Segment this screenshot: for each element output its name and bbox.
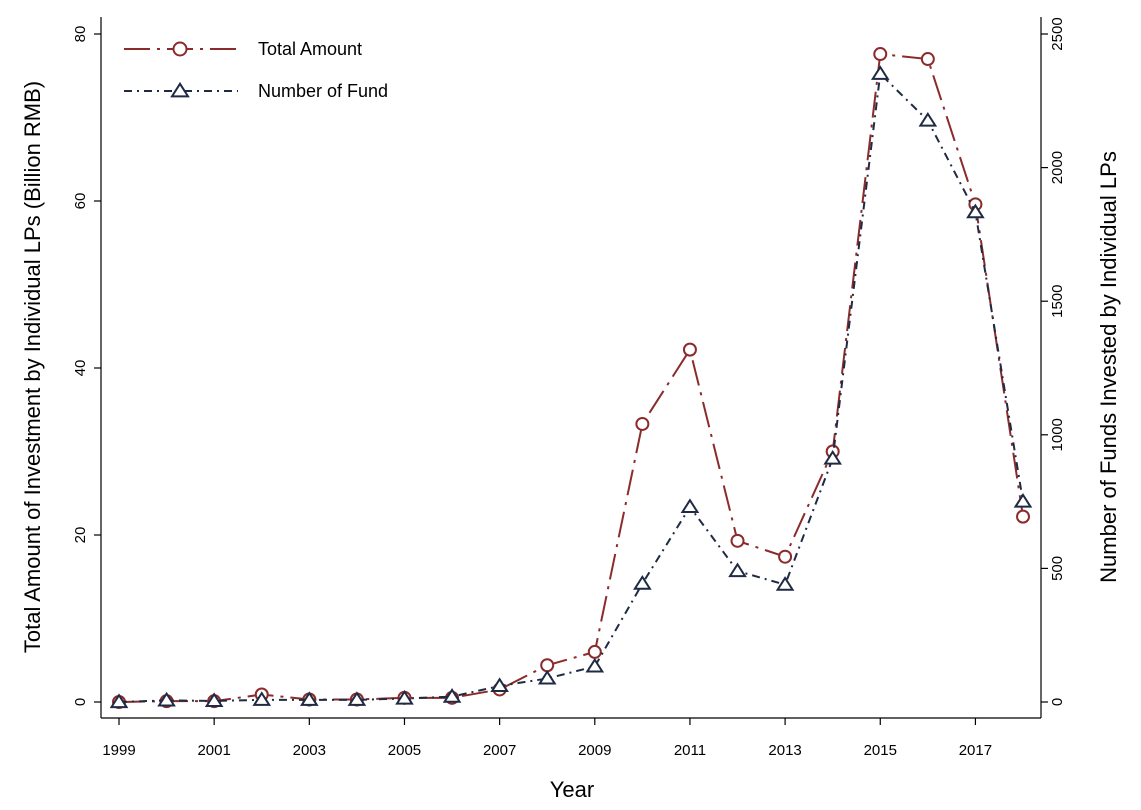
left-y-tick-label: 20 [72,527,89,544]
left-y-axis-title: Total Amount of Investment by Individual… [20,81,45,653]
x-tick-label: 2001 [197,742,230,759]
data-point-circle [682,342,697,357]
data-point-triangle [870,65,890,80]
legend-item-number-of-fund: Number of Fund [124,81,388,101]
series-line [118,52,1024,703]
data-point-triangle [966,203,985,219]
axes [100,17,1042,719]
left-y-tick-label: 0 [72,698,89,706]
x-tick-label: 2011 [674,742,706,759]
left-y-tick-label: 40 [72,360,89,377]
x-ticks: 1999 2001 2003 2005 2007 2009 2011 2013 2015 2017 [102,718,992,759]
left-y-ticks: 0 20 40 60 80 [72,26,101,706]
series-layer [109,47,1033,709]
right-y-ticks: 0 500 1000 1500 2000 2500 [1041,17,1066,706]
x-tick-label: 2009 [578,742,611,759]
data-point-triangle [252,691,272,706]
right-y-tick-label: 0 [1049,698,1066,706]
x-tick-label: 2007 [483,742,516,759]
data-point-triangle [680,498,700,514]
right-y-axis-title: Number of Funds Invested by Individual L… [1096,151,1121,583]
data-point-circle [1016,509,1030,524]
data-point-circle [920,52,935,67]
legend-label-total-amount: Total Amount [258,39,362,59]
data-point-triangle [204,692,224,707]
data-point-circle [873,47,888,62]
data-point-circle [587,644,602,659]
x-tick-label: 2003 [293,742,326,759]
series-number-of-fund [109,65,1033,709]
data-point-triangle [823,449,843,465]
series-total-amount [112,47,1030,709]
data-point-triangle [775,576,795,591]
x-tick-label: 1999 [102,742,135,759]
legend-marker-circle [172,41,188,57]
data-point-triangle [728,562,747,578]
data-point-triangle [1013,492,1033,508]
right-y-tick-label: 2000 [1049,151,1066,184]
x-tick-label: 2017 [959,742,992,759]
left-y-tick-label: 60 [72,193,89,210]
data-point-circle [778,549,793,564]
data-point-triangle [537,669,557,685]
data-point-triangle [395,689,414,705]
data-point-triangle [109,693,129,709]
x-tick-label: 2015 [864,742,897,759]
right-y-tick-label: 2500 [1049,17,1066,50]
left-y-tick-label: 80 [72,26,89,43]
x-tick-label: 2013 [768,742,801,759]
data-point-triangle [918,111,938,127]
data-point-triangle [633,575,652,590]
data-point-triangle [157,691,176,707]
legend-item-total-amount: Total Amount [124,39,362,59]
legend-label-number-of-fund: Number of Fund [258,81,388,101]
data-point-circle [540,658,555,673]
legend-marker-triangle [170,81,190,98]
data-point-triangle [299,691,319,706]
right-y-tick-label: 1500 [1049,285,1066,318]
series-line [118,71,1024,703]
data-point-triangle [585,657,605,673]
data-point-circle [730,533,745,548]
legend: Total Amount Number of Fund [124,39,388,101]
right-y-tick-label: 500 [1049,556,1066,581]
data-point-circle [635,416,650,431]
data-point-triangle [442,688,462,703]
x-tick-label: 2005 [388,742,421,759]
data-point-triangle [490,677,509,693]
right-y-tick-label: 1000 [1049,418,1066,451]
x-axis-title: Year [550,777,594,802]
data-point-triangle [347,691,367,706]
